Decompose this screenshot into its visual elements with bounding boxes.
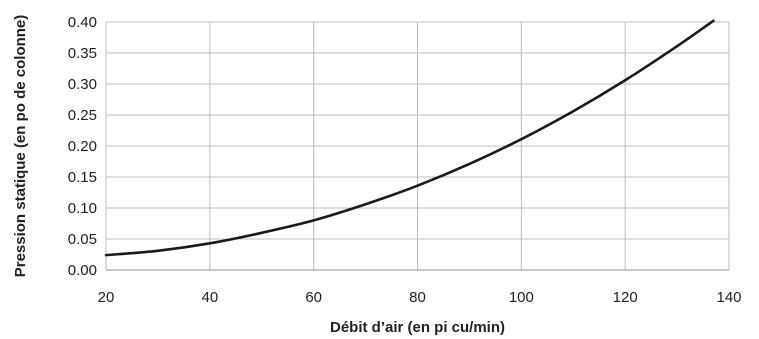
grid: [106, 21, 729, 270]
y-tick-label: 0.25: [68, 107, 97, 124]
x-tick-label: 60: [305, 289, 322, 306]
y-tick-label: 0.15: [68, 169, 97, 186]
x-tick-label: 80: [409, 289, 426, 306]
y-tick-label: 0.30: [68, 76, 97, 93]
x-tick-label: 100: [509, 289, 534, 306]
y-tick-label: 0.00: [68, 262, 97, 279]
axes: [105, 22, 730, 271]
y-tick-label: 0.20: [68, 138, 97, 155]
y-tick-label: 0.05: [68, 231, 97, 248]
x-tick-label: 20: [98, 289, 115, 306]
y-tick-label: 0.40: [68, 14, 97, 31]
y-tick-label: 0.10: [68, 200, 97, 217]
y-tick-label: 0.35: [68, 45, 97, 62]
pressure-curve: [104, 19, 715, 257]
x-tick-label: 120: [613, 289, 638, 306]
x-tick-label: 40: [201, 289, 218, 306]
tick-labels: 0.00 0.05 0.10 0.15 0.20 0.25 0.30 0.35 0.40 20 40…: [68, 14, 742, 306]
x-axis-title: Débit d’air (en pi cu/min): [330, 319, 505, 336]
x-tick-label: 140: [716, 289, 741, 306]
y-axis-title: Pression statique (en po de colonne): [12, 15, 29, 278]
series-group: [104, 19, 715, 257]
